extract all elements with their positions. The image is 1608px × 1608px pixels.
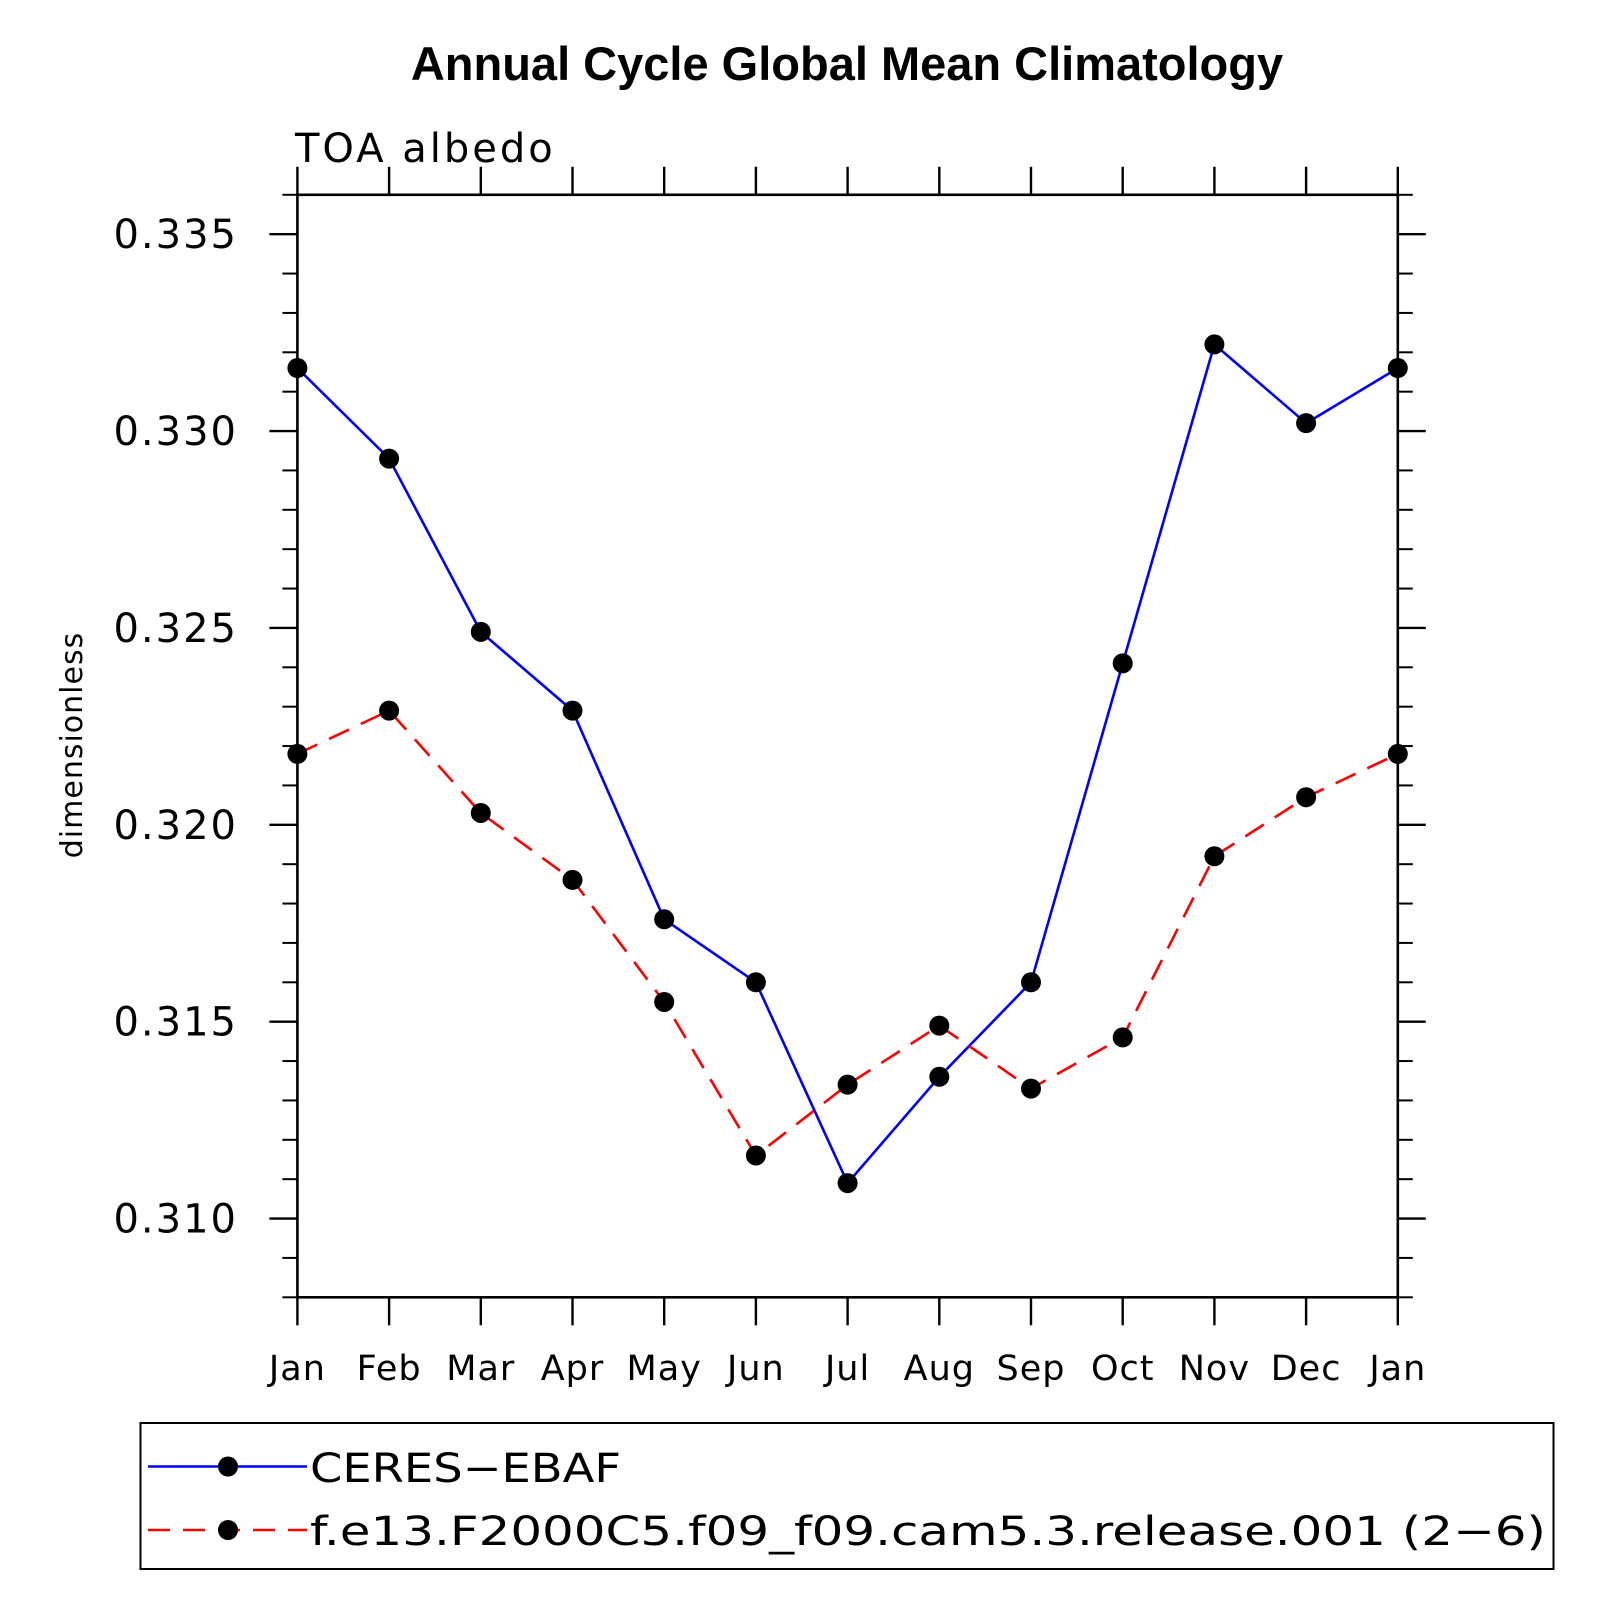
series-1-point-10: [1204, 846, 1225, 867]
series-0-point-1: [379, 448, 400, 469]
x-tick-label: Jul: [823, 1349, 870, 1389]
chart-subtitle: TOA albedo: [294, 126, 556, 172]
x-tick-label: May: [627, 1349, 702, 1389]
series-1-point-5: [745, 1145, 766, 1166]
x-tick-label: Jun: [725, 1349, 785, 1389]
series-0-point-10: [1204, 334, 1225, 355]
x-tick-label: Jan: [1367, 1349, 1426, 1389]
x-tick-label: Feb: [357, 1349, 422, 1389]
legend-label-model: f.e13.F2000C5.f09_f09.cam5.3.release.001…: [310, 1509, 1546, 1555]
series-1-point-4: [654, 991, 675, 1012]
series-1-point-2: [470, 802, 491, 823]
series-1-point-6: [837, 1074, 858, 1095]
series-group: [287, 334, 1408, 1194]
series-1-point-0: [287, 743, 308, 764]
y-tick-label: 0.315: [113, 1000, 238, 1046]
y-tick-label: 0.310: [113, 1197, 238, 1243]
y-tick-label: 0.335: [113, 212, 238, 258]
series-1-point-11: [1296, 787, 1317, 808]
x-tick-labels: Jan Feb Mar Apr May Jun Jul Aug Sep Oct Nov Dec Jan: [267, 1349, 1426, 1389]
series-1-point-12: [1387, 743, 1408, 764]
legend-marker-model: [218, 1520, 238, 1540]
series-0-point-6: [837, 1173, 858, 1194]
chart-title: Annual Cycle Global Mean Climatology: [411, 37, 1283, 90]
y-tick-labels: 0.310 0.315 0.320 0.325 0.330 0.335: [113, 212, 238, 1243]
series-0-point-8: [1021, 972, 1041, 993]
legend: CERES−EBAF f.e13.F2000C5.f09_f09.cam5.3.…: [139, 1422, 1555, 1570]
series-0-point-12: [1387, 358, 1408, 379]
x-tick-label: Aug: [904, 1349, 975, 1389]
x-tick-label: Mar: [446, 1349, 515, 1389]
y-tick-label: 0.330: [113, 409, 238, 455]
legend-label-ceres-ebaf: CERES−EBAF: [310, 1446, 621, 1492]
x-tick-label: Nov: [1179, 1349, 1250, 1389]
y-tick-label: 0.325: [113, 606, 238, 652]
legend-marker-ceres-ebaf: [218, 1456, 238, 1477]
series-1-point-7: [929, 1015, 950, 1036]
x-tick-label: Apr: [541, 1349, 605, 1389]
x-tick-label: Sep: [997, 1349, 1066, 1389]
series-1-point-1: [379, 700, 400, 721]
legend-box: [139, 1422, 1555, 1570]
series-0-point-5: [745, 972, 766, 993]
series-1-point-9: [1112, 1027, 1133, 1048]
series-0-point-7: [929, 1066, 950, 1087]
y-tick-label: 0.320: [113, 803, 238, 849]
series-0-point-4: [654, 909, 675, 930]
y-axis-label: dimensionless: [55, 632, 90, 858]
series-1-point-3: [562, 869, 583, 890]
series-0-point-3: [562, 700, 583, 721]
series-1-point-8: [1021, 1078, 1041, 1099]
x-tick-label: Jan: [267, 1349, 326, 1389]
series-0-point-11: [1296, 413, 1317, 434]
x-tick-label: Dec: [1271, 1349, 1342, 1389]
x-tick-label: Oct: [1091, 1349, 1155, 1389]
series-0-point-2: [470, 621, 491, 642]
series-0-point-0: [287, 358, 308, 379]
series-0-point-9: [1112, 653, 1133, 674]
